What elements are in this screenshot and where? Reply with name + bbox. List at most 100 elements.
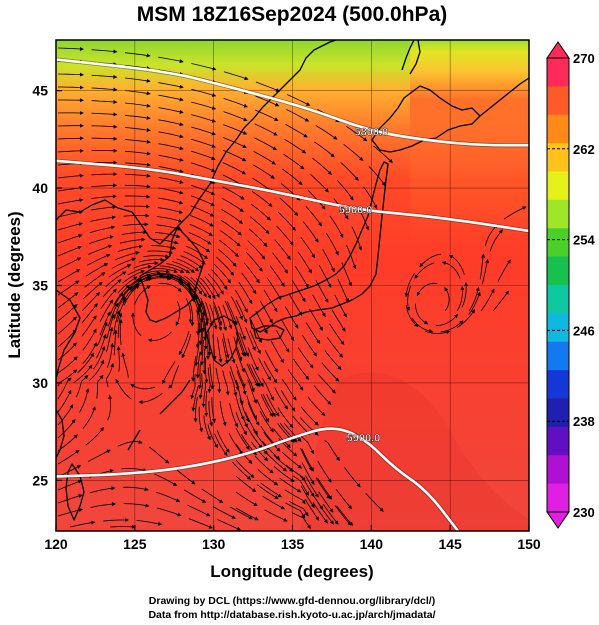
- colorbar-label: 262: [573, 142, 595, 157]
- streamline-arrow: [259, 410, 274, 433]
- streamline-arrow: [171, 261, 195, 273]
- streamline-arrow: [93, 346, 106, 370]
- streamline-arrow: [57, 148, 84, 153]
- streamline-arrow: [216, 256, 235, 276]
- streamline-arrow: [124, 52, 151, 58]
- streamline-arrow: [287, 369, 304, 391]
- streamline-arrow: [117, 244, 143, 252]
- streamline-arrow: [315, 125, 338, 140]
- streamline-arrow: [461, 282, 469, 308]
- streamline-arrow: [223, 124, 248, 135]
- streamline-arrow: [250, 441, 269, 462]
- streamline-arrow: [221, 197, 244, 212]
- streamline-arrow: [274, 387, 288, 410]
- streamline-arrow: [125, 102, 151, 108]
- streamline-arrow: [191, 356, 197, 382]
- streamline-arrow: [223, 71, 249, 81]
- streamline-arrow: [57, 329, 77, 348]
- streamline-arrow: [326, 337, 344, 358]
- streamline-arrow: [235, 395, 245, 421]
- streamline-arrow: [138, 393, 163, 405]
- contour-line: [56, 159, 529, 233]
- streamline-arrow: [317, 460, 332, 483]
- colorbar-label: 254: [573, 233, 595, 248]
- streamline-arrow: [441, 261, 461, 279]
- streamline-arrow: [220, 230, 241, 247]
- streamline-arrow: [236, 370, 247, 396]
- streamline-arrow: [273, 466, 295, 482]
- streamline-arrow: [91, 99, 118, 104]
- streamline-arrow: [168, 365, 180, 389]
- streamline-arrow: [318, 491, 334, 513]
- streamline-arrow: [57, 434, 78, 452]
- streamline-arrow: [130, 312, 142, 337]
- streamline-arrow: [249, 216, 270, 234]
- streamline-arrow: [88, 244, 113, 255]
- streamline-arrow: [247, 240, 266, 260]
- streamline-arrow: [247, 347, 259, 371]
- streamline-arrow: [235, 299, 248, 324]
- streamline-arrow: [57, 280, 80, 296]
- streamline-arrow: [231, 296, 243, 321]
- y-tick-label: 25: [32, 472, 48, 488]
- contour-label: 5800.0: [355, 127, 389, 139]
- streamline-arrow: [286, 109, 310, 122]
- streamline-arrow: [318, 503, 334, 525]
- streamline-arrow: [121, 467, 148, 473]
- streamline-arrow: [245, 326, 256, 352]
- streamline-arrow: [57, 269, 81, 283]
- streamline-arrow: [468, 291, 481, 315]
- streamline-arrow: [274, 239, 291, 260]
- streamline-arrow: [444, 287, 450, 312]
- streamline-arrow: [273, 428, 291, 448]
- streamline-arrow: [259, 300, 273, 324]
- streamline-arrow: [209, 363, 215, 390]
- streamline-arrow: [191, 162, 216, 172]
- streamline-arrow: [185, 298, 193, 324]
- streamline-arrow: [309, 308, 323, 331]
- streamline-arrow: [235, 507, 259, 521]
- streamline-arrow: [123, 213, 150, 218]
- x-axis-ticks: 120 125 130 135 140 145 150: [44, 525, 541, 552]
- streamline-arrow: [57, 449, 80, 465]
- streamline-arrow: [222, 186, 245, 200]
- streamline-arrow: [312, 157, 332, 175]
- streamline-arrow: [245, 412, 258, 435]
- streamline-arrow: [121, 352, 129, 378]
- streamline-arrow: [267, 454, 288, 472]
- streamline-arrow: [276, 225, 294, 246]
- streamline-arrow: [247, 427, 263, 449]
- streamline-arrow: [154, 473, 178, 486]
- streamline-arrow: [57, 418, 76, 439]
- streamline-arrow: [81, 303, 98, 324]
- streamline-arrow: [307, 396, 326, 416]
- streamline-arrow: [187, 504, 211, 517]
- streamline-arrow: [468, 286, 480, 312]
- streamline-arrow: [212, 300, 223, 326]
- streamline-arrow: [58, 85, 84, 90]
- streamline-arrow: [281, 378, 297, 401]
- streamline-arrow: [207, 367, 212, 394]
- streamline-arrow: [300, 485, 315, 509]
- streamline-arrow: [288, 293, 303, 316]
- streamline-arrow: [263, 431, 281, 452]
- streamline-arrow: [174, 468, 196, 485]
- streamline-arrow: [125, 150, 151, 156]
- streamline-arrow: [208, 400, 214, 427]
- streamline-arrow: [503, 206, 527, 220]
- streamline-arrow: [57, 245, 82, 257]
- streamline-arrow: [297, 347, 314, 369]
- streamline-arrow: [89, 225, 116, 233]
- x-axis-label: Longitude (degrees): [210, 562, 373, 581]
- streamline-arrow: [124, 184, 151, 189]
- streamline-arrow: [324, 350, 342, 370]
- colorbar-segment: [547, 370, 569, 400]
- streamline-arrow: [448, 254, 465, 275]
- streamline-arrow: [235, 411, 247, 436]
- streamline-arrow: [300, 406, 319, 426]
- streamline-arrow: [218, 306, 228, 331]
- streamline-arrow: [260, 394, 274, 418]
- streamline-arrow: [158, 197, 184, 205]
- x-tick-label: 140: [360, 536, 384, 552]
